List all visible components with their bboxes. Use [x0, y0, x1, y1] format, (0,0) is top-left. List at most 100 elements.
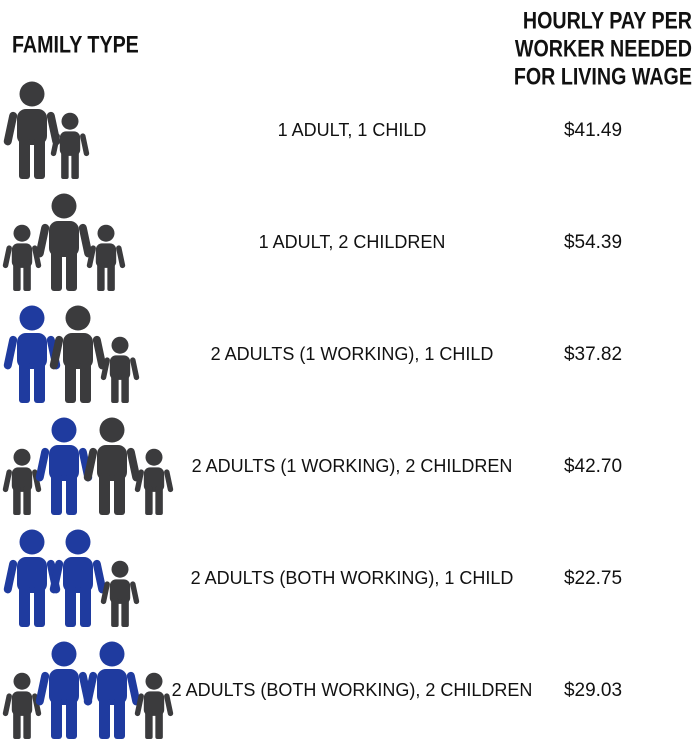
- head: [99, 641, 125, 667]
- leg: [19, 361, 30, 403]
- leg: [13, 262, 21, 291]
- leg: [34, 361, 45, 403]
- leg: [145, 486, 153, 515]
- torso: [143, 467, 165, 492]
- head: [51, 193, 77, 219]
- family-label: 1 ADULT, 2 CHILDREN: [259, 232, 446, 252]
- torso: [143, 691, 165, 716]
- head: [51, 417, 77, 443]
- adult-icon: [83, 417, 141, 515]
- arm: [100, 581, 110, 605]
- arm: [86, 245, 96, 269]
- leg: [34, 137, 45, 179]
- head: [97, 224, 115, 242]
- hourly-pay: $22.75: [564, 568, 622, 589]
- head: [19, 529, 45, 555]
- head: [145, 672, 163, 690]
- row: 2 ADULTS (BOTH WORKING), 1 CHILD $22.75: [3, 529, 622, 627]
- head: [19, 305, 45, 331]
- pay-heading-line: WORKER NEEDED: [515, 34, 692, 61]
- torso: [17, 109, 47, 145]
- arm: [100, 357, 110, 381]
- adult-icon: [35, 641, 93, 739]
- arm: [50, 133, 60, 157]
- leg: [19, 137, 30, 179]
- arm: [78, 223, 93, 258]
- arm: [164, 469, 174, 493]
- family-label: 2 ADULTS (BOTH WORKING), 2 CHILDREN: [172, 680, 533, 700]
- family-label: 1 ADULT, 1 CHILD: [278, 120, 427, 140]
- arm: [35, 671, 50, 706]
- leg: [23, 486, 31, 515]
- leg: [61, 150, 69, 179]
- adult-icon: [49, 529, 107, 627]
- leg: [121, 374, 129, 403]
- arm: [134, 693, 144, 717]
- pay-heading-line: FOR LIVING WAGE: [514, 62, 692, 89]
- leg: [51, 473, 62, 515]
- adult-icon: [3, 81, 61, 179]
- leg: [19, 585, 30, 627]
- leg: [111, 598, 119, 627]
- torso: [97, 445, 127, 481]
- torso: [59, 131, 81, 156]
- child-icon: [50, 112, 90, 179]
- arm: [83, 447, 98, 482]
- arm: [3, 111, 18, 146]
- torso: [11, 467, 33, 492]
- torso: [109, 355, 131, 380]
- arm: [32, 245, 42, 269]
- arm: [126, 671, 141, 706]
- family-label: 2 ADULTS (1 WORKING), 2 CHILDREN: [192, 456, 513, 476]
- row: 1 ADULT, 2 CHILDREN $54.39: [2, 193, 622, 291]
- leg: [66, 473, 77, 515]
- leg: [114, 697, 125, 739]
- arm: [2, 469, 12, 493]
- arm: [2, 693, 12, 717]
- child-icon: [134, 448, 174, 515]
- arm: [130, 581, 140, 605]
- leg: [114, 473, 125, 515]
- head: [13, 448, 31, 466]
- head: [19, 81, 45, 107]
- leg: [65, 361, 76, 403]
- family-type-heading: FAMILY TYPE: [12, 30, 139, 57]
- leg: [80, 361, 91, 403]
- adult-icon: [35, 193, 93, 291]
- leg: [34, 585, 45, 627]
- arm: [126, 447, 141, 482]
- child-icon: [100, 336, 140, 403]
- arm: [3, 559, 18, 594]
- arm: [92, 335, 107, 370]
- hourly-pay: $42.70: [564, 456, 622, 477]
- pay-heading-line: HOURLY PAY PER: [523, 6, 692, 33]
- arm: [164, 693, 174, 717]
- child-icon: [134, 672, 174, 739]
- leg: [99, 697, 110, 739]
- torso: [11, 243, 33, 268]
- leg: [111, 374, 119, 403]
- head: [13, 672, 31, 690]
- leg: [99, 473, 110, 515]
- arm: [49, 559, 64, 594]
- head: [111, 336, 129, 354]
- arm: [49, 335, 64, 370]
- head: [51, 641, 77, 667]
- head: [61, 112, 79, 130]
- arm: [83, 671, 98, 706]
- adult-icon: [49, 305, 107, 403]
- leg: [145, 710, 153, 739]
- leg: [23, 710, 31, 739]
- leg: [155, 710, 163, 739]
- arm: [32, 469, 42, 493]
- leg: [121, 598, 129, 627]
- head: [145, 448, 163, 466]
- child-icon: [86, 224, 126, 291]
- hourly-pay: $54.39: [564, 232, 622, 253]
- leg: [51, 249, 62, 291]
- arm: [35, 223, 50, 258]
- leg: [66, 697, 77, 739]
- adult-icon: [35, 417, 93, 515]
- head: [111, 560, 129, 578]
